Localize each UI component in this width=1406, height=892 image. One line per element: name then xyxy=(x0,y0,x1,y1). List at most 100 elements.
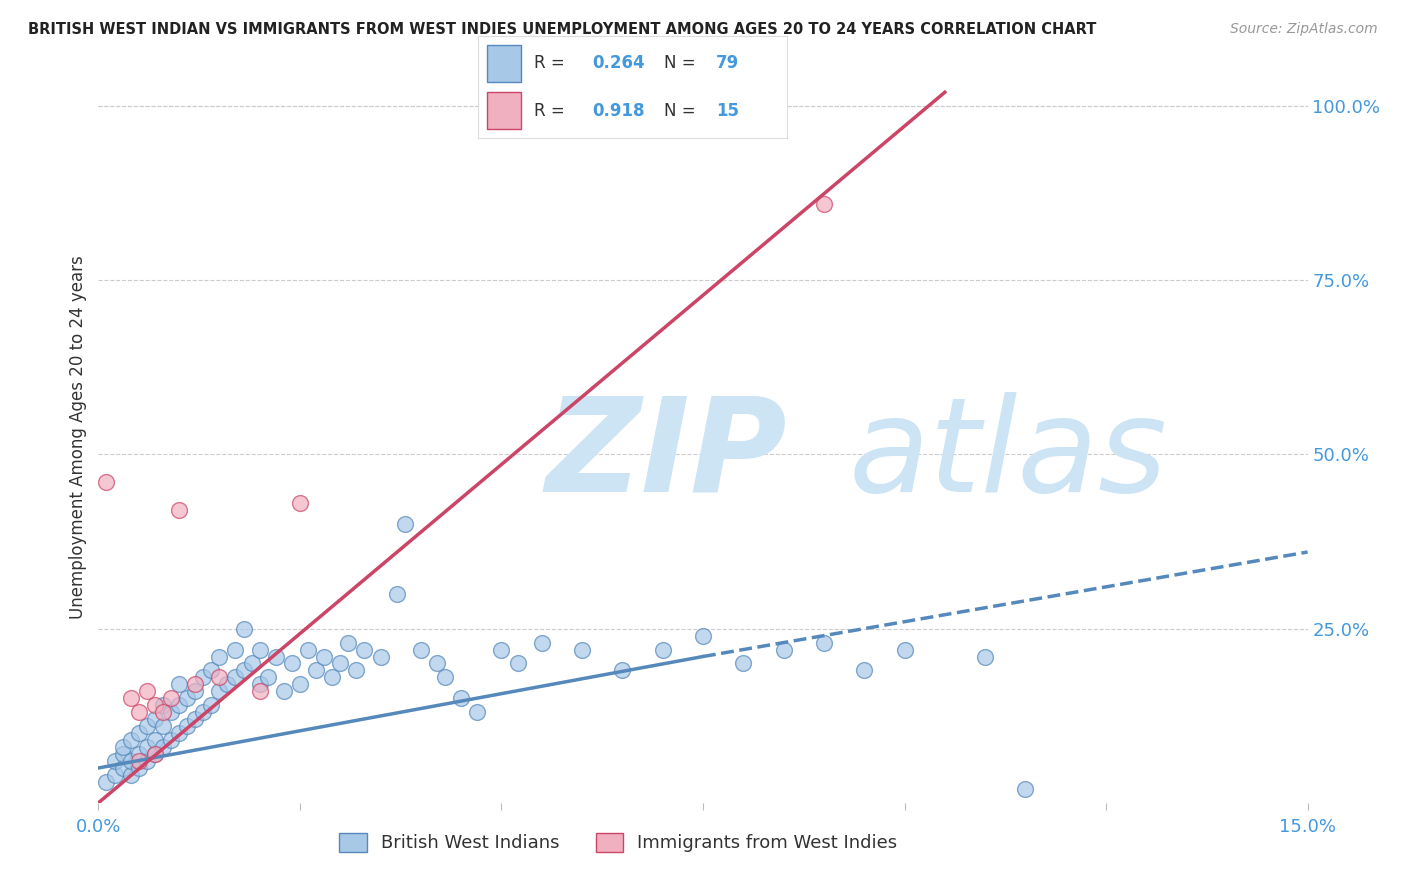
Point xyxy=(370,649,392,664)
Point xyxy=(571,642,593,657)
Point xyxy=(184,712,207,726)
Text: 15: 15 xyxy=(716,102,740,120)
Point xyxy=(893,642,915,657)
Point xyxy=(249,642,271,657)
Bar xyxy=(488,45,522,82)
Point xyxy=(120,691,142,706)
Point xyxy=(152,698,174,713)
Point xyxy=(344,664,367,678)
Point xyxy=(305,664,328,678)
Y-axis label: Unemployment Among Ages 20 to 24 years: Unemployment Among Ages 20 to 24 years xyxy=(69,255,87,619)
Point xyxy=(281,657,304,671)
Point xyxy=(506,657,529,671)
Point xyxy=(465,705,488,719)
Point xyxy=(772,642,794,657)
Point xyxy=(353,642,375,657)
Point xyxy=(120,768,142,782)
Point xyxy=(135,754,157,768)
Point xyxy=(167,677,190,691)
Point xyxy=(273,684,295,698)
Point xyxy=(152,719,174,733)
Point xyxy=(111,740,134,755)
Text: R =: R = xyxy=(534,54,569,72)
Text: ZIP: ZIP xyxy=(546,392,787,519)
Point xyxy=(385,587,408,601)
Point xyxy=(321,670,343,684)
Point xyxy=(103,754,125,768)
Point xyxy=(135,740,157,755)
Point xyxy=(128,705,150,719)
Point xyxy=(612,664,634,678)
Bar xyxy=(488,92,522,129)
Point xyxy=(224,670,246,684)
Point xyxy=(217,677,239,691)
Point xyxy=(297,642,319,657)
Point xyxy=(530,635,553,649)
Point xyxy=(128,747,150,761)
Point xyxy=(96,775,118,789)
Point xyxy=(152,740,174,755)
Point xyxy=(224,642,246,657)
Point xyxy=(167,503,190,517)
Text: 79: 79 xyxy=(716,54,740,72)
Point xyxy=(135,684,157,698)
Point xyxy=(176,691,198,706)
Point xyxy=(208,649,231,664)
Point xyxy=(813,196,835,211)
Point xyxy=(249,684,271,698)
Point xyxy=(143,747,166,761)
Point xyxy=(314,649,336,664)
Point xyxy=(120,733,142,747)
Point xyxy=(240,657,263,671)
Point xyxy=(409,642,432,657)
Point xyxy=(1014,781,1036,796)
Point xyxy=(249,677,271,691)
Point xyxy=(120,754,142,768)
Point xyxy=(135,719,157,733)
Point xyxy=(450,691,472,706)
Point xyxy=(692,629,714,643)
Point xyxy=(426,657,449,671)
Point xyxy=(434,670,457,684)
Point xyxy=(160,691,183,706)
Point xyxy=(111,761,134,775)
Text: 0.918: 0.918 xyxy=(592,102,645,120)
Point xyxy=(232,622,254,636)
Text: BRITISH WEST INDIAN VS IMMIGRANTS FROM WEST INDIES UNEMPLOYMENT AMONG AGES 20 TO: BRITISH WEST INDIAN VS IMMIGRANTS FROM W… xyxy=(28,22,1097,37)
Point xyxy=(176,719,198,733)
Text: N =: N = xyxy=(664,102,700,120)
Text: N =: N = xyxy=(664,54,700,72)
Point xyxy=(143,747,166,761)
Point xyxy=(337,635,360,649)
Point xyxy=(160,733,183,747)
Point xyxy=(160,705,183,719)
Point xyxy=(256,670,278,684)
Text: R =: R = xyxy=(534,102,569,120)
Point xyxy=(96,475,118,490)
Point xyxy=(491,642,513,657)
Point xyxy=(152,705,174,719)
Point xyxy=(208,684,231,698)
Point xyxy=(232,664,254,678)
Point xyxy=(264,649,287,664)
Point xyxy=(111,747,134,761)
Point xyxy=(329,657,352,671)
Point xyxy=(813,635,835,649)
Point xyxy=(394,517,416,532)
Point xyxy=(853,664,876,678)
Point xyxy=(167,698,190,713)
Point xyxy=(193,670,215,684)
Legend: British West Indians, Immigrants from West Indies: British West Indians, Immigrants from We… xyxy=(332,826,904,860)
Point xyxy=(184,684,207,698)
Point xyxy=(167,726,190,740)
Text: Source: ZipAtlas.com: Source: ZipAtlas.com xyxy=(1230,22,1378,37)
Text: 0.264: 0.264 xyxy=(592,54,645,72)
Point xyxy=(200,664,222,678)
Point xyxy=(143,733,166,747)
Point xyxy=(208,670,231,684)
Point xyxy=(103,768,125,782)
Point xyxy=(184,677,207,691)
Point xyxy=(128,726,150,740)
Point xyxy=(143,698,166,713)
Point xyxy=(733,657,755,671)
